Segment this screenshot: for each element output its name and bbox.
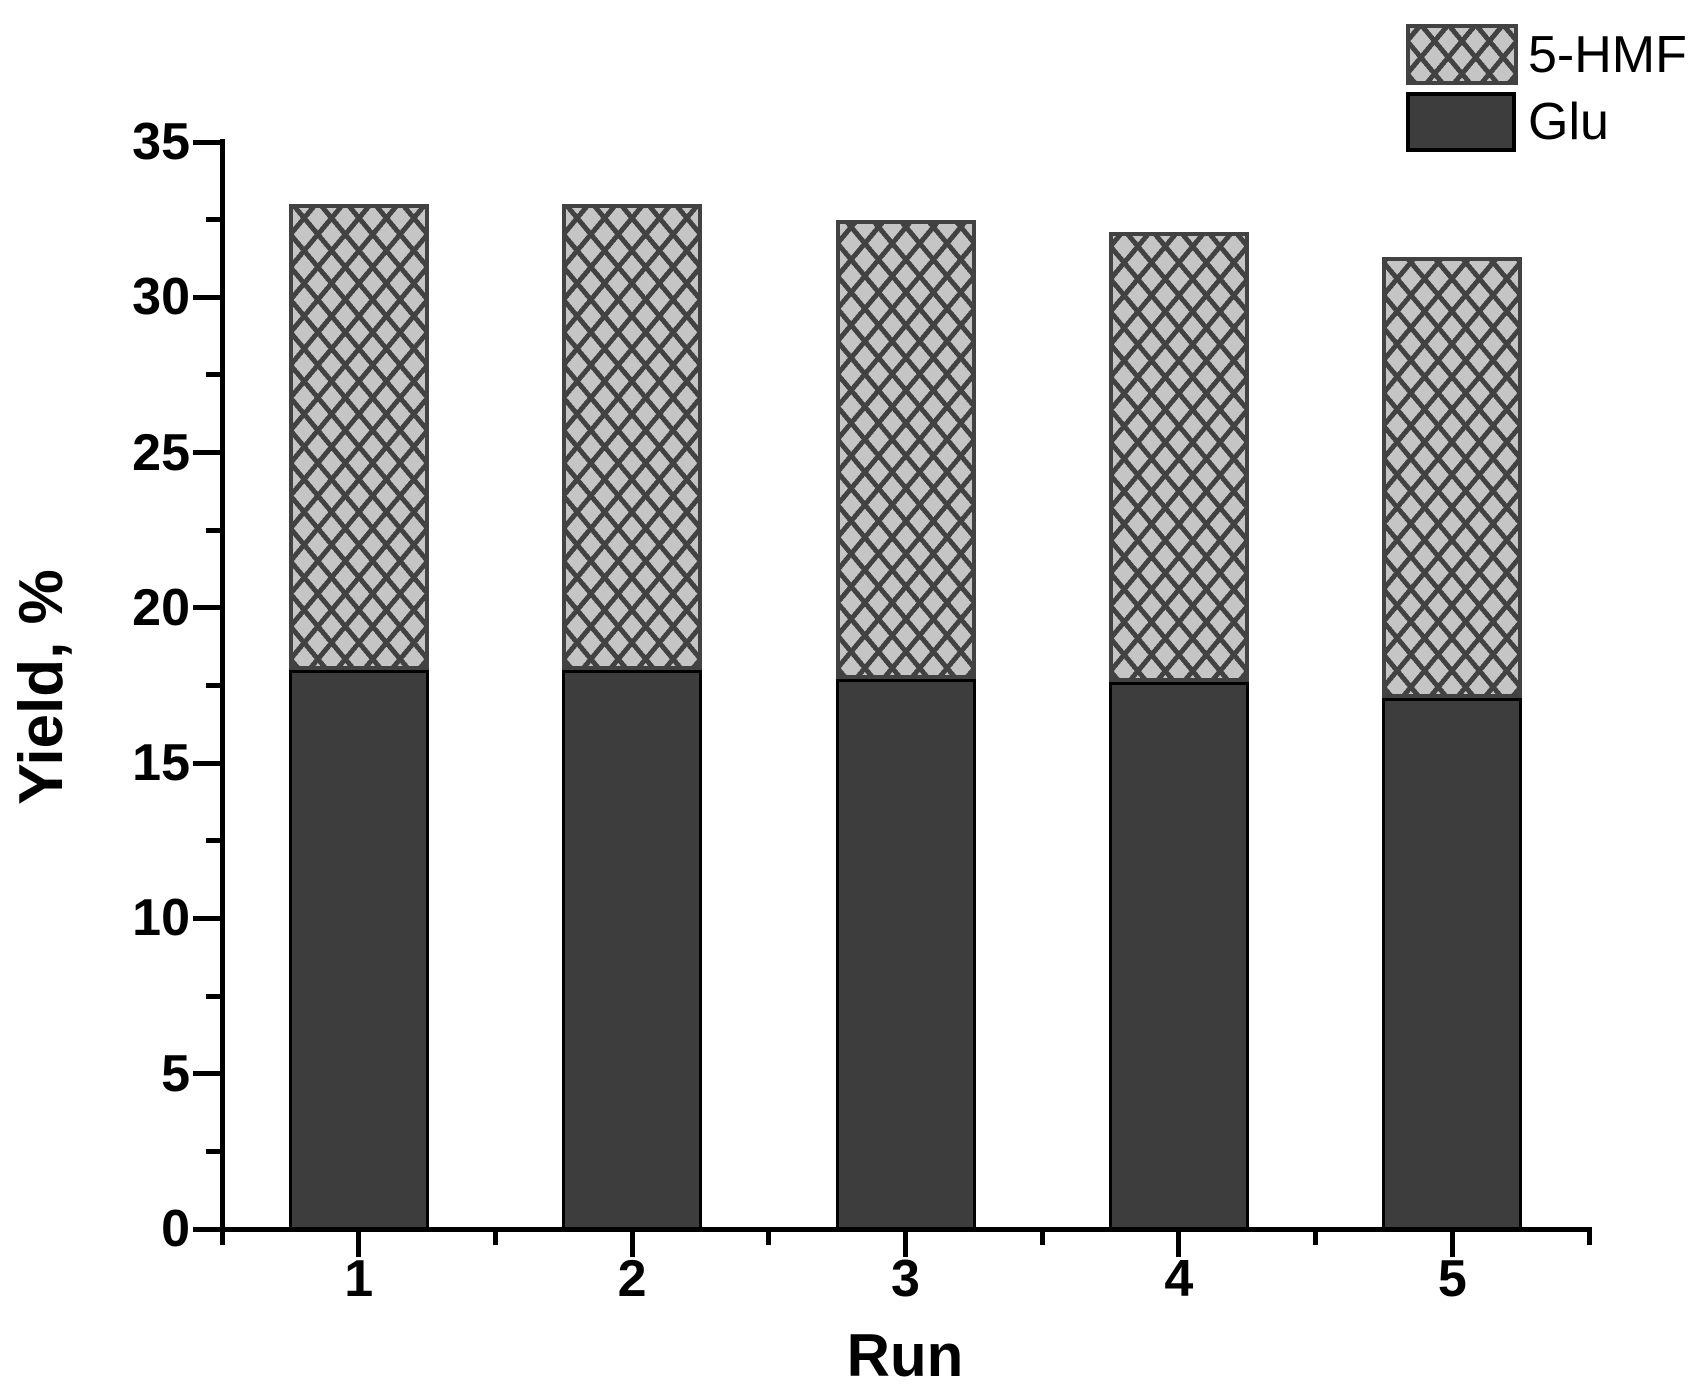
y-minor-tick — [206, 527, 224, 533]
legend-swatch-5hmf-crosshatch — [1406, 24, 1518, 85]
x-tick-label: 2 — [617, 1250, 647, 1308]
bar-run2-5hmf-segment — [562, 204, 703, 670]
y-major-tick — [193, 605, 224, 611]
bar-run1-glu-segment — [288, 669, 429, 1231]
y-minor-tick — [206, 1148, 224, 1154]
y-major-tick — [193, 1226, 224, 1232]
bar-run1-5hmf-segment — [288, 204, 429, 670]
x-major-tick — [1449, 1227, 1455, 1257]
bar-run3-glu-segment — [835, 679, 976, 1231]
y-major-tick — [193, 294, 224, 300]
y-tick-label: 35 — [132, 113, 190, 171]
y-minor-tick — [206, 683, 224, 688]
y-minor-tick — [206, 217, 224, 223]
bar-run4-glu-segment — [1108, 682, 1249, 1231]
x-tick-label: 4 — [1164, 1250, 1194, 1308]
x-major-tick — [903, 1227, 908, 1257]
bar-run5-glu-segment — [1382, 697, 1523, 1231]
bar-run2-glu-segment — [562, 669, 703, 1231]
x-minor-tick — [492, 1227, 498, 1245]
y-tick-label: 0 — [161, 1200, 190, 1258]
y-minor-tick — [206, 993, 224, 999]
legend-swatch-glu-solid — [1406, 92, 1516, 152]
y-major-tick — [193, 1071, 224, 1077]
y-tick-label: 20 — [132, 578, 190, 637]
x-axis-title: Run — [846, 1322, 964, 1389]
x-major-tick — [629, 1227, 635, 1257]
x-minor-tick — [1039, 1227, 1045, 1245]
y-axis-title: Yield, % — [7, 569, 76, 805]
y-tick-label: 5 — [161, 1044, 190, 1103]
y-major-tick — [193, 450, 224, 456]
y-major-tick — [193, 139, 224, 145]
x-major-tick — [356, 1227, 362, 1257]
y-tick-label: 25 — [132, 423, 190, 482]
y-major-tick — [193, 760, 224, 766]
bar-run4-5hmf-segment — [1108, 232, 1249, 683]
x-tick-label: 3 — [891, 1250, 920, 1308]
y-minor-tick — [206, 838, 224, 844]
x-minor-tick — [1586, 1227, 1592, 1245]
x-minor-tick — [766, 1227, 772, 1245]
y-tick-label: 30 — [132, 268, 190, 327]
y-major-tick — [193, 915, 224, 921]
x-tick-label: 5 — [1437, 1250, 1467, 1308]
y-tick-label: 15 — [132, 734, 190, 793]
legend-label-5hmf: 5-HMF — [1528, 26, 1687, 84]
bar-run5-5hmf-segment — [1382, 256, 1523, 698]
legend-label-glu: Glu — [1528, 93, 1609, 151]
bar-run3-5hmf-segment — [835, 219, 976, 680]
x-tick-label: 1 — [344, 1250, 374, 1308]
y-minor-tick — [206, 372, 224, 378]
y-tick-label: 10 — [132, 889, 190, 948]
x-major-tick — [1176, 1227, 1182, 1257]
x-minor-tick — [1313, 1227, 1319, 1245]
x-minor-tick — [219, 1227, 225, 1245]
